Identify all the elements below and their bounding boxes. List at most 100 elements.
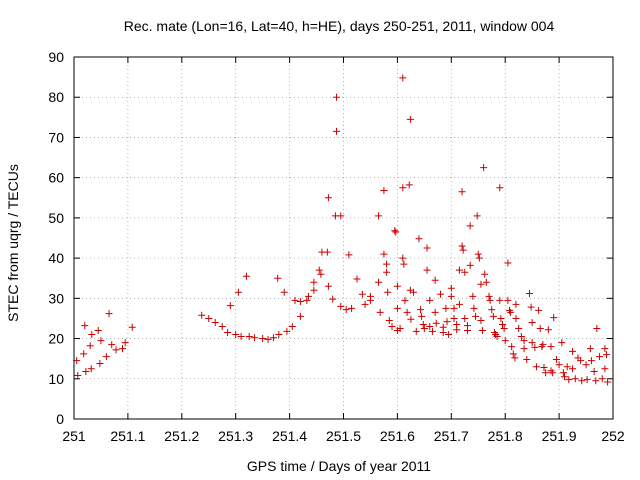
data-point [472, 312, 480, 320]
data-point [96, 359, 104, 367]
data-point [406, 115, 414, 123]
data-point [102, 353, 110, 361]
data-point [504, 259, 512, 267]
data-point [455, 266, 463, 274]
data-point [391, 227, 399, 235]
plot-frame [73, 56, 614, 420]
data-point [547, 343, 555, 351]
data-point [393, 282, 401, 290]
data-point [489, 312, 497, 320]
data-point [442, 304, 450, 312]
data-point [385, 316, 393, 324]
data-point [470, 304, 478, 312]
x-tick-label: 251.4 [272, 428, 307, 444]
data-point [443, 318, 451, 326]
data-point [459, 246, 467, 254]
data-point [88, 331, 96, 339]
data-point [555, 361, 563, 369]
data-point [544, 326, 552, 334]
data-point [563, 363, 571, 371]
x-tick-label: 251 [62, 428, 86, 444]
data-point [593, 325, 601, 332]
data-point [392, 228, 400, 236]
data-point [601, 345, 609, 353]
data-point [497, 314, 505, 322]
data-point [259, 335, 267, 343]
data-point [493, 333, 501, 341]
data-point [590, 368, 598, 376]
x-tick-label: 251.3 [218, 428, 253, 444]
x-tick-label: 251.8 [488, 428, 523, 444]
data-point [337, 302, 345, 310]
data-point [439, 329, 447, 337]
data-point [375, 278, 383, 286]
data-point [504, 296, 512, 304]
x-tick-label: 251.5 [326, 428, 361, 444]
data-point [310, 286, 318, 294]
data-point [485, 292, 493, 300]
data-point [304, 292, 312, 300]
data-point [474, 250, 482, 258]
data-point [264, 335, 272, 343]
data-point [455, 300, 463, 308]
data-point [388, 322, 396, 330]
data-point [234, 288, 242, 296]
data-point [423, 266, 431, 274]
data-point [332, 127, 340, 135]
data-point [128, 323, 136, 331]
data-point [549, 369, 557, 377]
data-point [94, 327, 102, 335]
data-point [508, 343, 516, 351]
data-point [560, 373, 568, 381]
data-point [348, 304, 356, 312]
data-point [501, 337, 509, 345]
data-point [565, 376, 573, 384]
y-tick-label: 30 [48, 290, 64, 306]
data-point [380, 250, 388, 258]
data-point [426, 296, 434, 304]
x-tick-label: 251.9 [542, 428, 577, 444]
data-point [511, 354, 519, 362]
data-point [310, 278, 318, 286]
data-point [535, 306, 543, 314]
data-point [317, 270, 325, 278]
data-point [383, 268, 391, 276]
data-point [251, 334, 259, 342]
data-point [509, 350, 517, 358]
data-point [315, 266, 323, 274]
data-point [324, 282, 332, 290]
data-point [337, 212, 345, 220]
data-point [528, 339, 536, 347]
data-point [552, 355, 560, 363]
data-point [453, 326, 461, 334]
data-point [447, 284, 455, 292]
data-point [384, 288, 392, 296]
data-point [479, 327, 487, 335]
data-point [420, 325, 428, 332]
x-tick-label: 252 [601, 428, 625, 444]
data-point [345, 251, 353, 259]
data-point [473, 212, 481, 220]
data-point [432, 319, 440, 327]
data-point [477, 280, 485, 288]
y-tick-label: 60 [48, 170, 64, 186]
data-point [431, 276, 439, 284]
data-point [423, 244, 431, 252]
data-point [383, 260, 391, 268]
data-point [482, 278, 490, 286]
data-point [86, 342, 94, 350]
y-tick-label: 90 [48, 49, 64, 65]
data-point [303, 296, 311, 304]
data-point [417, 306, 425, 314]
data-point [603, 351, 611, 359]
data-point [121, 339, 129, 347]
data-point [82, 368, 90, 376]
data-point [458, 188, 466, 196]
data-point [500, 325, 508, 332]
data-point [450, 304, 458, 312]
data-point [376, 308, 384, 316]
data-point [466, 261, 474, 269]
data-point [477, 316, 485, 324]
x-axis-label: GPS time / Days of year 2011 [247, 458, 431, 474]
data-point [401, 296, 409, 304]
